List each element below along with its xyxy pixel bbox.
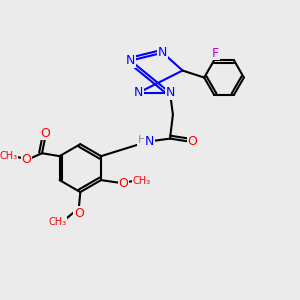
Text: O: O [74,207,84,220]
Text: O: O [188,135,197,148]
Text: F: F [212,46,219,59]
Text: H: H [138,135,146,145]
Text: CH₃: CH₃ [49,217,67,227]
Text: N: N [165,86,175,99]
Text: N: N [158,46,167,59]
Text: N: N [145,135,154,148]
Text: N: N [134,86,143,99]
Text: O: O [40,127,50,140]
Text: O: O [22,153,32,166]
Text: O: O [118,176,128,190]
Text: CH₃: CH₃ [0,151,17,161]
Text: CH₃: CH₃ [133,176,151,186]
Text: N: N [126,54,135,67]
